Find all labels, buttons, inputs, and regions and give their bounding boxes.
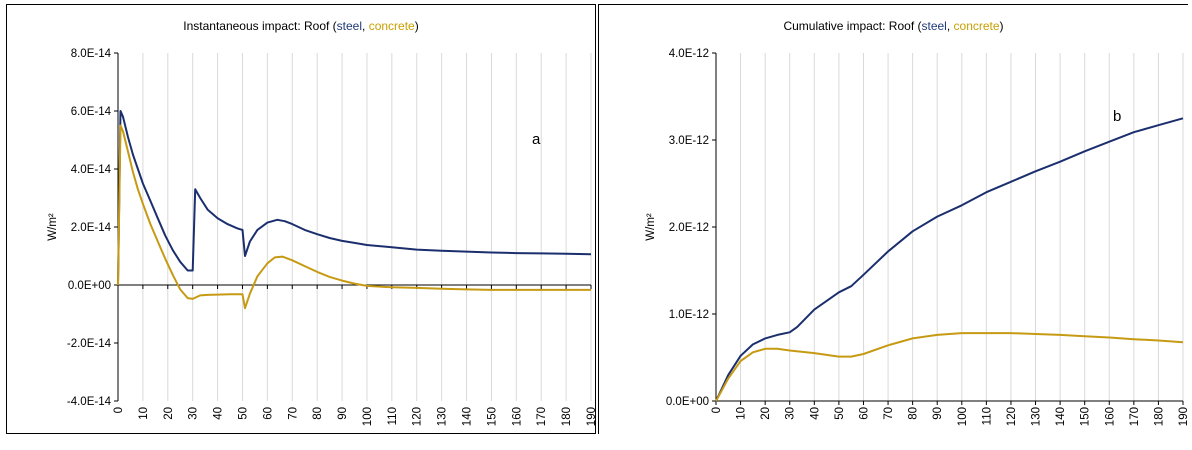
y-tick-label: -4.0E-14 <box>67 396 112 408</box>
y-tick-label: 6.0E-14 <box>71 106 112 118</box>
title-sep: , <box>946 19 954 33</box>
title-concrete: concrete <box>368 19 415 33</box>
x-tick-label: 20 <box>163 407 175 420</box>
chart-panel-a: Instantaneous impact: Roof (steel, concr… <box>6 4 598 434</box>
x-tick-label: 70 <box>287 407 299 420</box>
y-tick-label: 2.0E-14 <box>71 222 112 234</box>
series-line-concrete <box>117 124 591 310</box>
x-tick-label: 20 <box>760 407 772 420</box>
x-tick-label: 130 <box>1031 407 1043 426</box>
x-tick-label: 190 <box>1178 407 1190 426</box>
series-line-concrete <box>715 332 1184 402</box>
x-tick-label: 100 <box>957 407 969 426</box>
y-tick-label: 0.0E+00 <box>666 396 709 408</box>
y-tick-label: 3.0E-12 <box>669 135 709 147</box>
x-tick-label: 140 <box>1055 407 1067 426</box>
x-tick-label: 60 <box>262 407 274 420</box>
x-tick-label: 120 <box>412 407 424 426</box>
panel-label-b: b <box>1113 108 1122 125</box>
chart-title-b: Cumulative impact: Roof (steel, concrete… <box>599 19 1188 33</box>
x-tick-label: 80 <box>312 407 324 420</box>
title-steel: steel <box>921 19 947 33</box>
x-tick-label: 90 <box>337 407 349 420</box>
y-tick-label: 2.0E-12 <box>669 222 709 234</box>
series-line-steel <box>715 117 1184 402</box>
x-tick-label: 160 <box>511 407 523 426</box>
x-tick-label: 170 <box>1129 407 1141 426</box>
x-tick-label: 60 <box>858 407 870 420</box>
x-tick-label: 10 <box>138 407 150 420</box>
title-prefix: Instantaneous impact: Roof ( <box>183 19 337 33</box>
x-tick-label: 150 <box>486 407 498 426</box>
chart-svg-a: -4.0E-14 -2.0E-14 0.0E+00 2.0E-14 4.0E-14 6.0… <box>47 48 598 426</box>
x-tick-label: 100 <box>362 407 374 426</box>
x-tick-label: 0 <box>711 407 723 413</box>
title-steel: steel <box>336 19 363 33</box>
x-tick-label: 10 <box>736 407 748 420</box>
x-tick-label: 110 <box>981 407 993 425</box>
x-tick-label: 130 <box>437 407 449 426</box>
x-tick-label: 180 <box>561 407 573 426</box>
y-tick-label: -2.0E-14 <box>67 338 112 350</box>
y-tick-label: 1.0E-12 <box>669 309 709 321</box>
y-axis-label: W/m² <box>645 213 657 241</box>
y-axis-label: W/m² <box>47 213 59 241</box>
title-concrete: concrete <box>953 19 1000 33</box>
x-tick-label: 110 <box>387 407 399 425</box>
title-sep: , <box>362 19 369 33</box>
y-tick-label: 0.0E+00 <box>68 280 111 292</box>
series-line-steel <box>117 110 592 286</box>
y-tick-label: 8.0E-14 <box>71 48 112 60</box>
x-tick-label: 30 <box>188 407 200 420</box>
x-tick-label: 70 <box>883 407 895 420</box>
y-tick-label: 4.0E-12 <box>669 48 709 60</box>
panel-label-a: a <box>532 131 541 148</box>
chart-title-a: Instantaneous impact: Roof (steel, concr… <box>7 19 595 33</box>
x-tick-label: 50 <box>237 407 249 420</box>
x-tick-label: 30 <box>785 407 797 420</box>
title-prefix: Cumulative impact: Roof ( <box>783 19 922 33</box>
x-tick-label: 160 <box>1104 407 1116 426</box>
x-tick-label: 190 <box>586 407 598 426</box>
x-tick-label: 170 <box>536 407 548 426</box>
x-tick-label: 0 <box>113 407 125 413</box>
title-suffix: ) <box>414 19 419 33</box>
x-tick-label: 90 <box>932 407 944 420</box>
x-tick-label: 120 <box>1006 407 1018 426</box>
title-suffix: ) <box>999 19 1004 33</box>
x-tick-label: 80 <box>908 407 920 420</box>
chart-panel-b: Cumulative impact: Roof (steel, concrete… <box>598 4 1190 434</box>
chart-svg-b: 0.0E+00 1.0E-12 2.0E-12 3.0E-12 4.0E-12 0 10 20… <box>645 48 1190 426</box>
x-tick-label: 40 <box>213 407 225 420</box>
x-tick-label: 40 <box>809 407 821 420</box>
x-tick-label: 180 <box>1153 407 1165 426</box>
x-tick-label: 150 <box>1080 407 1092 426</box>
x-tick-label: 50 <box>834 407 846 420</box>
y-tick-label: 4.0E-14 <box>71 164 112 176</box>
x-tick-label: 140 <box>462 407 474 426</box>
